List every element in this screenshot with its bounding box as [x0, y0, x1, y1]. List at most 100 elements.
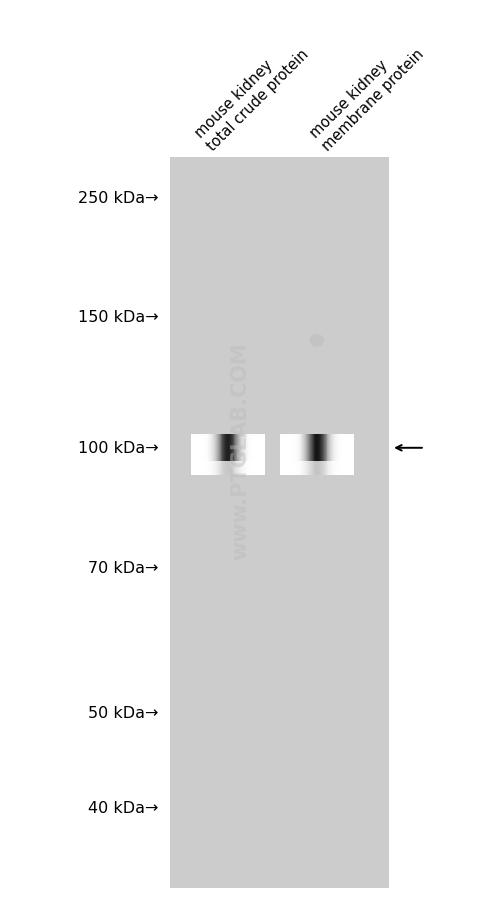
Bar: [260, 435, 261, 462]
Bar: [346, 435, 347, 462]
Bar: [335, 435, 336, 462]
Bar: [324, 435, 325, 462]
Bar: [197, 435, 198, 462]
Bar: [245, 462, 246, 475]
Bar: [222, 462, 223, 475]
Bar: [261, 462, 262, 475]
Bar: [315, 462, 316, 475]
Bar: [203, 435, 204, 462]
Bar: [324, 462, 325, 475]
Bar: [229, 435, 230, 462]
Bar: [237, 462, 238, 475]
Bar: [327, 462, 328, 475]
Bar: [325, 435, 326, 462]
Bar: [233, 435, 234, 462]
Bar: [251, 435, 252, 462]
Bar: [239, 435, 240, 462]
Bar: [320, 435, 321, 462]
Bar: [282, 435, 283, 462]
Bar: [280, 462, 281, 475]
Bar: [208, 435, 209, 462]
Bar: [344, 462, 345, 475]
Bar: [284, 435, 285, 462]
Bar: [306, 462, 307, 475]
Bar: [258, 435, 259, 462]
Bar: [288, 435, 289, 462]
Bar: [323, 435, 324, 462]
Bar: [243, 462, 244, 475]
Bar: [282, 462, 283, 475]
Bar: [353, 435, 354, 462]
Bar: [218, 462, 219, 475]
Bar: [294, 462, 295, 475]
Bar: [243, 435, 244, 462]
Bar: [337, 462, 338, 475]
Bar: [306, 435, 307, 462]
Bar: [322, 435, 323, 462]
Bar: [258, 462, 259, 475]
Bar: [322, 462, 323, 475]
Bar: [308, 435, 309, 462]
Bar: [231, 435, 232, 462]
Bar: [226, 435, 227, 462]
Bar: [198, 462, 199, 475]
Bar: [259, 435, 260, 462]
Bar: [312, 462, 313, 475]
Bar: [194, 435, 195, 462]
Bar: [311, 435, 312, 462]
Bar: [310, 462, 311, 475]
Bar: [317, 435, 318, 462]
Bar: [233, 462, 234, 475]
Bar: [216, 435, 217, 462]
Bar: [230, 462, 231, 475]
Bar: [244, 435, 245, 462]
Bar: [300, 435, 301, 462]
Bar: [346, 462, 347, 475]
Bar: [254, 435, 255, 462]
Bar: [261, 435, 262, 462]
Bar: [259, 462, 260, 475]
Bar: [211, 462, 212, 475]
Bar: [220, 462, 221, 475]
Bar: [228, 435, 229, 462]
Bar: [213, 462, 214, 475]
Bar: [191, 435, 192, 462]
Bar: [299, 462, 300, 475]
Bar: [235, 435, 236, 462]
Bar: [333, 462, 334, 475]
Bar: [226, 462, 227, 475]
Bar: [312, 435, 313, 462]
Bar: [288, 462, 289, 475]
Bar: [229, 462, 230, 475]
Text: 70 kDa→: 70 kDa→: [88, 561, 158, 575]
Bar: [227, 435, 228, 462]
Text: mouse kidney
membrane protein: mouse kidney membrane protein: [307, 33, 427, 153]
Bar: [351, 462, 352, 475]
Bar: [342, 435, 343, 462]
Bar: [291, 435, 292, 462]
Bar: [340, 435, 341, 462]
Bar: [349, 462, 350, 475]
Bar: [225, 435, 226, 462]
Bar: [244, 462, 245, 475]
Bar: [287, 435, 288, 462]
Bar: [170, 158, 389, 888]
Bar: [223, 435, 224, 462]
Bar: [300, 462, 301, 475]
Bar: [348, 435, 349, 462]
Bar: [291, 462, 292, 475]
Bar: [290, 435, 291, 462]
Bar: [207, 435, 208, 462]
Bar: [264, 462, 265, 475]
Bar: [227, 462, 228, 475]
Bar: [234, 462, 235, 475]
Bar: [204, 462, 205, 475]
Bar: [297, 462, 298, 475]
Bar: [290, 462, 291, 475]
Bar: [201, 435, 202, 462]
Text: 100 kDa→: 100 kDa→: [78, 441, 158, 456]
Bar: [263, 462, 264, 475]
Bar: [308, 462, 309, 475]
Bar: [192, 435, 193, 462]
Bar: [329, 435, 330, 462]
